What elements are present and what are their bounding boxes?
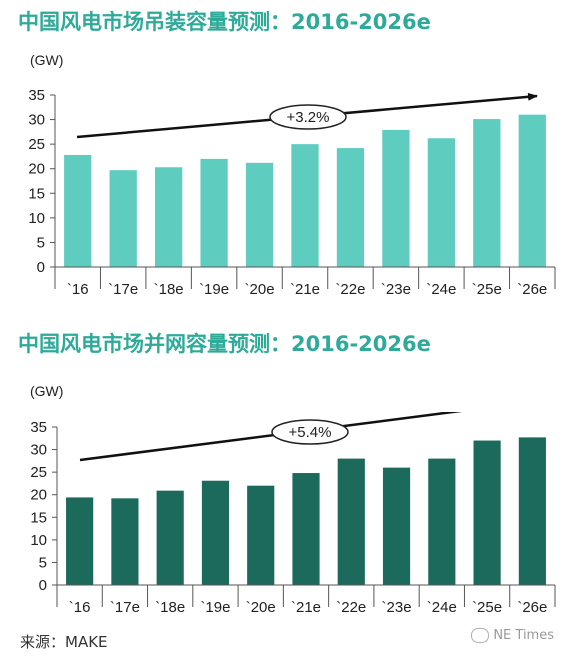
bottom-x-tick-label: `26e	[517, 599, 547, 616]
top-x-tick-label: `21e	[290, 281, 320, 298]
top-y-tick-label: 30	[28, 112, 45, 129]
bottom-bar	[156, 490, 184, 585]
bottom-bar	[247, 485, 275, 585]
top-bar	[518, 114, 546, 268]
bottom-x-tick-label: `17e	[110, 599, 140, 616]
source-note: 来源：MAKE	[20, 633, 108, 651]
bottom-bar	[382, 467, 411, 585]
bottom-y-tick-label: 10	[30, 532, 47, 549]
bottom-x-tick-label: `22e	[336, 599, 366, 616]
top-x-tick-label: `16	[67, 281, 89, 298]
top-y-tick-label: 10	[28, 210, 45, 227]
bottom-y-tick-label: 20	[30, 487, 47, 504]
bottom-y-tick-label: 25	[30, 464, 47, 481]
bottom-bar	[428, 458, 456, 585]
top-bar	[291, 144, 319, 267]
bottom-bar	[111, 498, 139, 585]
bottom-x-tick-label: `23e	[382, 599, 412, 616]
bottom-y-tick-label: 15	[30, 509, 47, 526]
top-x-tick-label: `19e	[199, 281, 229, 298]
top-chart-title: 中国风电市场吊装容量预测：2016-2026e	[18, 10, 431, 34]
bottom-bar	[66, 497, 94, 585]
bottom-bar	[201, 480, 230, 585]
top-y-tick-label: 15	[28, 185, 45, 202]
bottom-y-tick-label: 35	[30, 419, 47, 436]
top-bar	[64, 154, 92, 267]
top-bar	[245, 162, 274, 267]
top-y-tick-label: 5	[37, 234, 45, 251]
top-bar	[155, 167, 183, 267]
top-bar	[427, 138, 455, 267]
top-chart-unit: (GW)	[30, 52, 64, 68]
top-y-tick-label: 35	[28, 87, 45, 104]
bottom-x-tick-label: `21e	[291, 599, 321, 616]
top-x-tick-label: `25e	[472, 281, 502, 298]
bottom-x-tick-label: `20e	[246, 599, 276, 616]
watermark: NE Times	[471, 628, 554, 643]
bottom-bar-chart: 0 5 10 15 20 25 30 35 `16 `17e `18e `19e `20e `21e `22…	[30, 412, 556, 616]
top-x-tick-label: `23e	[381, 281, 411, 298]
top-x-tick-label: `18e	[154, 281, 184, 298]
top-x-tick-label: `22e	[335, 281, 365, 298]
top-bar	[109, 170, 137, 267]
bottom-cagr-pill	[271, 419, 349, 445]
bottom-cagr-label: +5.4%	[289, 424, 332, 441]
bottom-x-tick-label: `24e	[427, 599, 457, 616]
top-bar	[336, 148, 365, 267]
bottom-chart-title: 中国风电市场并网容量预测：2016-2026e	[18, 332, 431, 356]
top-bar-chart: 0 5 10 15 20 25 30 35 `16 `17e `18e `19e `20e `21e `22…	[28, 87, 556, 298]
bottom-y-tick-label: 5	[39, 554, 47, 571]
bottom-x-tick-label: `19e	[200, 599, 230, 616]
bottom-bar	[473, 440, 501, 585]
watermark-text: NE Times	[493, 628, 554, 643]
top-y-tick-label: 20	[28, 161, 45, 178]
bottom-x-tick-label: `25e	[472, 599, 502, 616]
top-y-tick-label: 25	[28, 136, 45, 153]
bottom-bar	[337, 458, 365, 585]
bottom-chart-unit: (GW)	[30, 383, 64, 399]
top-cagr-label: +3.2%	[287, 109, 330, 126]
bottom-bar	[518, 437, 546, 585]
bottom-x-tick-label: `18e	[155, 599, 185, 616]
bottom-x-tick-label: `16	[69, 599, 91, 616]
top-x-tick-label: `20e	[245, 281, 275, 298]
top-x-tick-label: `26e	[517, 281, 547, 298]
top-x-tick-label: `17e	[108, 281, 138, 298]
bottom-y-tick-label: 30	[30, 442, 47, 459]
top-x-tick-label: `24e	[426, 281, 456, 298]
top-cagr-pill	[269, 104, 347, 130]
top-bar	[473, 119, 501, 267]
chat-bubble-icon	[471, 628, 490, 643]
top-y-tick-label: 0	[37, 259, 45, 276]
top-bar	[200, 158, 228, 267]
top-bar	[382, 129, 410, 267]
bottom-bar	[292, 473, 320, 585]
bottom-y-tick-label: 0	[39, 577, 47, 594]
